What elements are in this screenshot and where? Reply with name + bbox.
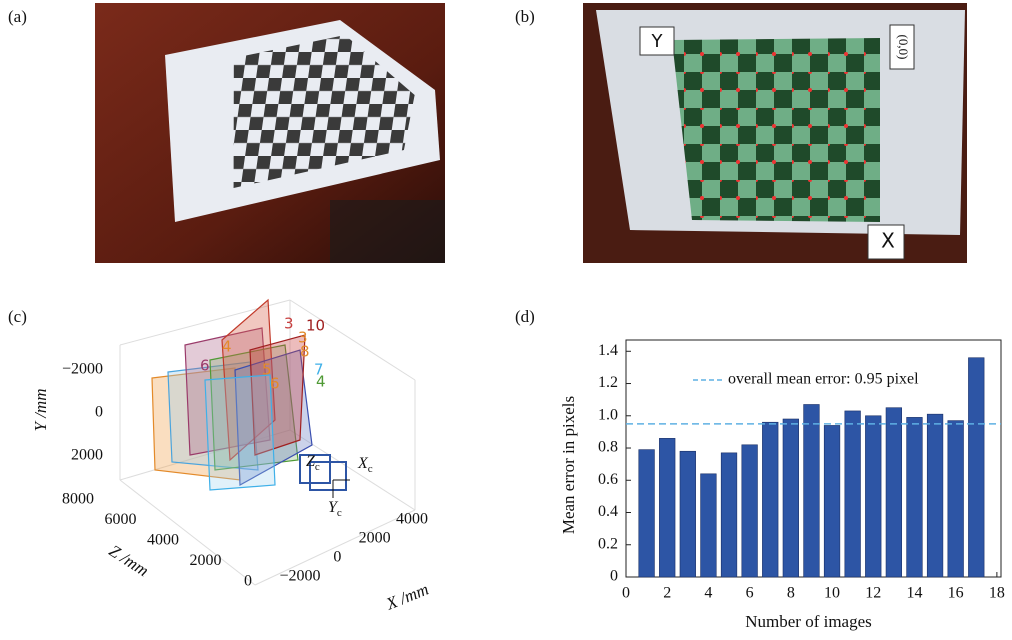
bar bbox=[927, 414, 943, 577]
y-tick-label: −2000 bbox=[62, 361, 103, 378]
bar bbox=[783, 419, 799, 577]
bar bbox=[659, 438, 675, 577]
bar bbox=[968, 358, 984, 577]
z-tick-label: 0 bbox=[244, 573, 252, 590]
y-tick-label: 0 bbox=[610, 568, 618, 585]
x-tick-label: 0 bbox=[333, 549, 341, 566]
x-tick-label: 4000 bbox=[396, 511, 428, 528]
plane-label: 6 bbox=[200, 357, 210, 375]
panel-label: (a) bbox=[8, 7, 27, 26]
y-tick-label: 0.4 bbox=[598, 503, 618, 520]
x-tick-label: 2000 bbox=[359, 530, 391, 547]
panel-label: (d) bbox=[515, 307, 535, 326]
y-tick-label: 0 bbox=[95, 404, 103, 421]
camera-axis-sub: c bbox=[337, 507, 342, 519]
axis-title: Z /mm bbox=[106, 541, 152, 580]
x-axis-title: Number of images bbox=[745, 612, 872, 631]
photo-b: Y (0,0) X bbox=[583, 3, 967, 263]
bar bbox=[845, 411, 861, 577]
y-tick-label: 0.6 bbox=[598, 471, 618, 488]
bar bbox=[762, 422, 778, 577]
x-tick-label: 8 bbox=[787, 585, 795, 602]
x-tick-label: 12 bbox=[865, 585, 881, 602]
x-tick-label: 16 bbox=[948, 585, 964, 602]
plane-label: 3 bbox=[284, 315, 294, 333]
bar bbox=[948, 421, 964, 577]
y-tick-label: 2000 bbox=[71, 447, 103, 464]
plane-label: 3 bbox=[298, 329, 308, 347]
panel-label: (b) bbox=[515, 7, 535, 26]
y-tick-label: 0.8 bbox=[598, 439, 618, 456]
z-tick-label: 2000 bbox=[190, 552, 222, 569]
z-tick-label: 6000 bbox=[105, 511, 137, 528]
z-tick-label: 8000 bbox=[62, 491, 94, 508]
plane-label: 6 bbox=[270, 375, 280, 393]
bar bbox=[865, 416, 881, 577]
axis-x-label: X bbox=[881, 229, 895, 253]
x-tick-label: 2 bbox=[663, 585, 671, 602]
legend-label: overall mean error: 0.95 pixel bbox=[728, 371, 919, 388]
y-axis-title: Mean error in pixels bbox=[559, 396, 578, 534]
bar bbox=[639, 450, 655, 577]
x-tick-label: −2000 bbox=[279, 568, 320, 585]
figure: Y (0,0) X (a) (b) (c) (d) −2000020008000… bbox=[0, 0, 1012, 640]
bar bbox=[680, 451, 696, 577]
x-tick-label: 0 bbox=[622, 585, 630, 602]
y-tick-label: 1.4 bbox=[598, 342, 618, 359]
camera-axis-label: Yc bbox=[328, 499, 342, 519]
plane-label: 10 bbox=[306, 317, 325, 335]
panel-label: (c) bbox=[8, 307, 27, 326]
x-tick-label: 14 bbox=[906, 585, 922, 602]
y-tick-label: 1.2 bbox=[598, 374, 618, 391]
bar bbox=[721, 453, 737, 577]
photo-a bbox=[95, 3, 445, 263]
origin-label: (0,0) bbox=[896, 35, 911, 60]
x-tick-label: 4 bbox=[704, 585, 712, 602]
y-tick-label: 1.0 bbox=[598, 406, 618, 423]
bar bbox=[907, 417, 923, 577]
camera-axis-label: Xc bbox=[357, 455, 373, 475]
bar bbox=[701, 474, 717, 577]
axis-y-label: Y bbox=[651, 31, 664, 52]
axis-title: X /mm bbox=[383, 579, 432, 613]
camera-axis-sub: c bbox=[315, 461, 320, 473]
bar bbox=[824, 425, 840, 577]
plane-label: 4 bbox=[316, 373, 326, 391]
z-tick-label: 4000 bbox=[147, 532, 179, 549]
x-tick-label: 10 bbox=[824, 585, 840, 602]
bar bbox=[742, 445, 758, 577]
x-tick-label: 6 bbox=[746, 585, 754, 602]
bar bbox=[804, 404, 820, 577]
bar bbox=[886, 408, 902, 577]
x-tick-label: 18 bbox=[989, 585, 1005, 602]
axis-title: Y /mm bbox=[31, 389, 50, 432]
camera-axis-sub: c bbox=[368, 463, 373, 475]
y-tick-label: 0.2 bbox=[598, 535, 618, 552]
plane-label: 4 bbox=[222, 338, 232, 356]
